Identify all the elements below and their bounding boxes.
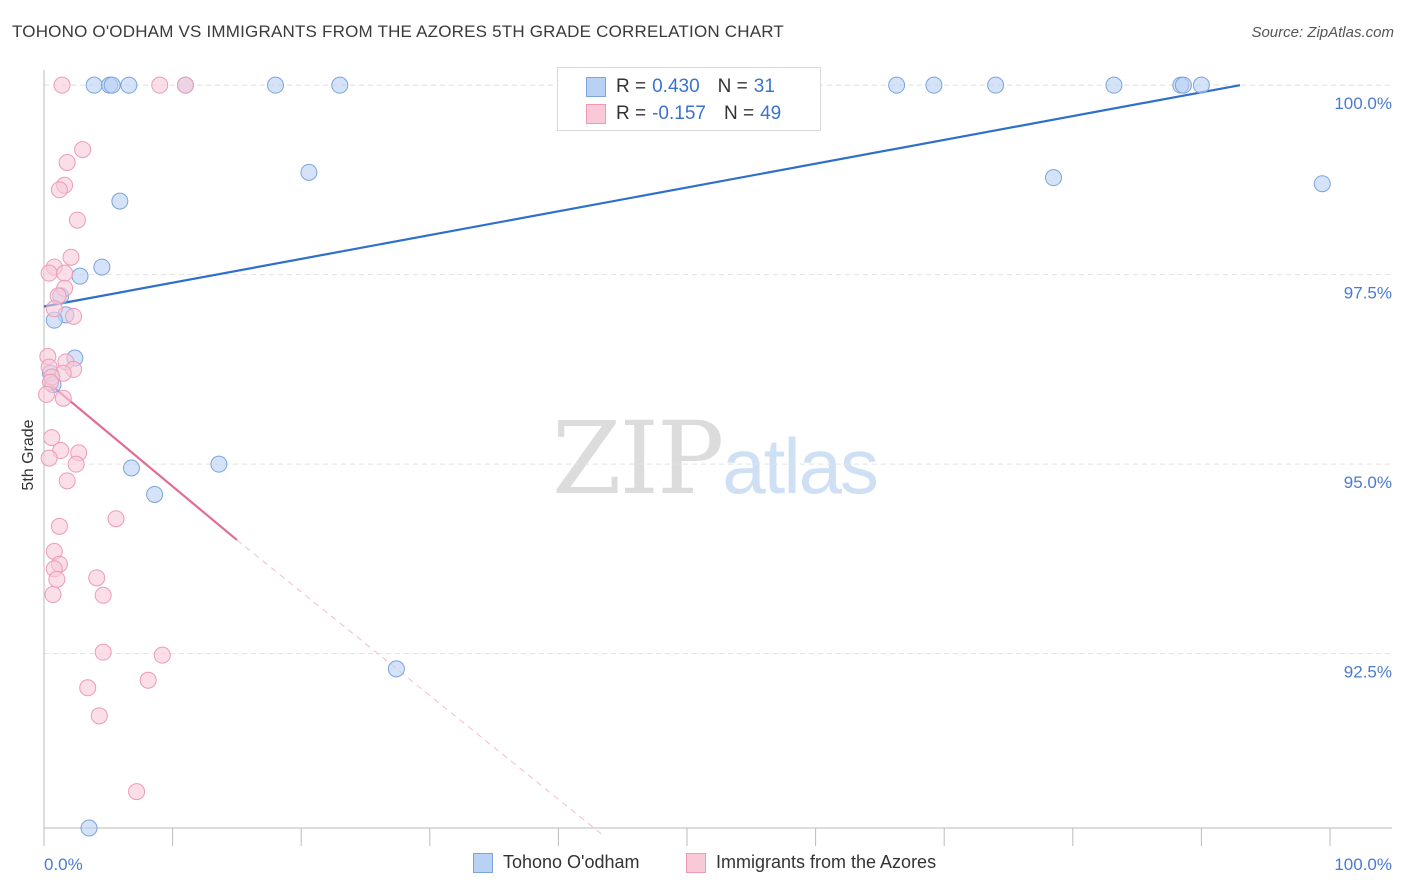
stats-legend: R = 0.430 N = 31 R = -0.157 N = 49 (557, 67, 821, 131)
point-tohono (122, 459, 140, 477)
point-tohono (1105, 76, 1123, 94)
legend-swatch-pink (586, 104, 606, 124)
legend-n-value: 31 (753, 76, 775, 97)
point-tohono (103, 76, 121, 94)
point-azores (40, 449, 58, 467)
trend-line-azores (43, 378, 238, 541)
bottom-legend-series2: Immigrants from the Azores (686, 852, 936, 873)
point-tohono (111, 192, 129, 210)
point-tohono (210, 455, 228, 473)
point-tohono (120, 76, 138, 94)
legend-n-value: 49 (760, 103, 782, 124)
point-tohono (85, 76, 103, 94)
point-azores (65, 307, 83, 325)
point-azores (153, 646, 171, 664)
bottom-legend-label: Immigrants from the Azores (716, 852, 937, 872)
point-azores (50, 517, 68, 535)
y-tick-label: 97.5% (1344, 284, 1392, 303)
axes (43, 70, 1392, 846)
point-azores (43, 429, 61, 447)
point-tohono (987, 76, 1005, 94)
point-azores (53, 76, 71, 94)
point-tohono (71, 267, 89, 285)
trend-line-tohono (43, 84, 1241, 308)
point-tohono (93, 258, 111, 276)
legend-swatch-blue (586, 77, 606, 97)
point-azores (40, 264, 58, 282)
legend-r-label: R = (616, 103, 647, 124)
y-tick-label: 95.0% (1344, 473, 1392, 492)
point-tohono (266, 76, 284, 94)
point-azores (74, 141, 92, 159)
bottom-legend-swatch-blue (473, 852, 493, 873)
legend-r-label: R = (616, 76, 647, 97)
point-azores (107, 510, 125, 528)
legend-n-label: N = (723, 103, 755, 124)
trend-lines (43, 84, 1241, 836)
bottom-legend-swatch-pink (686, 852, 706, 873)
watermark-atlas: atlas (722, 422, 879, 510)
point-azores (54, 389, 72, 407)
point-tohono (1045, 169, 1063, 187)
legend-row-series1: R = 0.430 N = 31 (586, 75, 775, 99)
trend-extension-azores (236, 539, 604, 836)
point-azores (48, 570, 66, 588)
bottom-legend-series1: Tohono O'odham (473, 852, 640, 873)
point-azores (44, 586, 62, 604)
data-points (38, 76, 1331, 837)
x-tick-label-right: 100.0% (1334, 855, 1392, 874)
point-tohono (300, 163, 318, 181)
point-tohono (387, 660, 405, 678)
point-azores (58, 153, 76, 171)
point-azores (62, 248, 80, 266)
point-tohono (1174, 76, 1192, 94)
point-azores (58, 472, 76, 490)
y-tick-label: 100.0% (1334, 94, 1392, 113)
point-azores (94, 586, 112, 604)
gridlines (44, 84, 1392, 655)
legend-r-value: -0.157 (652, 103, 706, 124)
axis-labels: 100.0% 97.5% 95.0% 92.5% 0.0% 100.0% 5th Grade (20, 94, 1392, 874)
point-tohono (1313, 175, 1331, 193)
chart-title: TOHONO O'ODHAM VS IMMIGRANTS FROM THE AZ… (12, 22, 785, 41)
point-azores (176, 76, 194, 94)
point-azores (79, 679, 97, 697)
point-tohono (1192, 76, 1210, 94)
point-azores (67, 455, 85, 473)
legend-r-value: 0.430 (652, 76, 700, 97)
point-tohono (331, 76, 349, 94)
point-azores (139, 671, 157, 689)
source-label: Source: ZipAtlas.com (1251, 24, 1394, 41)
x-tick-label-left: 0.0% (44, 855, 83, 874)
point-azores (56, 264, 74, 282)
point-azores (68, 211, 86, 229)
point-tohono (80, 819, 98, 837)
point-tohono (146, 485, 164, 503)
y-axis-title: 5th Grade (20, 419, 37, 490)
bottom-legend-label: Tohono O'odham (503, 852, 640, 872)
y-tick-label: 92.5% (1344, 663, 1392, 682)
point-azores (94, 643, 112, 661)
point-azores (88, 569, 106, 587)
point-tohono (925, 76, 943, 94)
point-azores (38, 385, 56, 403)
point-azores (90, 707, 108, 725)
legend-row-series2: R = -0.157 N = 49 (586, 102, 781, 126)
legend-n-label: N = (717, 76, 748, 97)
watermark: ZIPatlas (552, 400, 879, 517)
point-azores (50, 181, 68, 199)
point-azores (151, 76, 169, 94)
point-azores (45, 300, 63, 318)
watermark-zip: ZIP (552, 400, 724, 517)
point-tohono (888, 76, 906, 94)
point-azores (128, 783, 146, 801)
